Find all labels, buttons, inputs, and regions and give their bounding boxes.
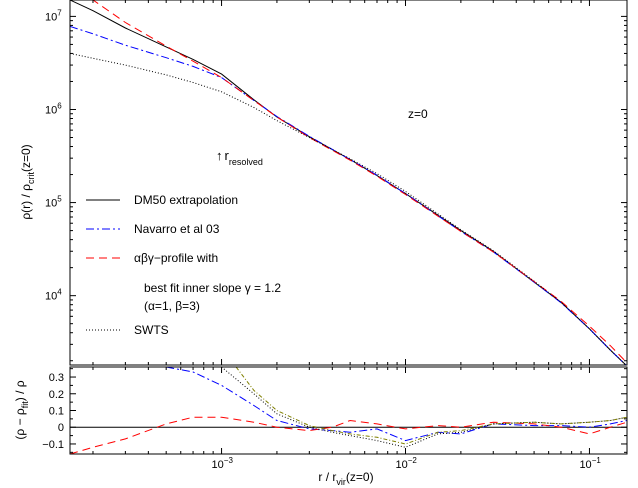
series-line [70,25,627,365]
series-line [70,416,627,454]
residual-y-ticks: 0.3 0.2 0.1 0 −0.1 [42,368,627,453]
x-axis-label: r / rvir(z=0) [318,470,373,487]
series-line [221,367,627,448]
legend-entry-abg: αβγ−profile with [86,251,218,265]
x-tick-label: 10−3 [212,456,234,471]
density-panel: 104 105 106 107 ρ(r) / ρcrit(z=0) z=0 ↑ rres… [19,0,628,366]
legend-label: αβγ−profile with [134,251,218,265]
x-tick-label: 10−1 [579,456,601,471]
x-tick-label: 10−2 [396,456,418,471]
y-tick-label: 105 [45,195,62,210]
redshift-label: z=0 [408,107,428,121]
residual-x-ticks: 10−3 10−2 10−1 [92,367,601,471]
y-tick-label: −0.1 [42,439,64,451]
y-tick-label: 0.3 [49,372,64,384]
residual-series-group [70,367,627,454]
y-tick-label: 0.2 [49,389,64,401]
density-plot-frame [69,0,628,366]
legend-label-continued: best fit inner slope γ = 1.2 [144,281,281,295]
density-y-ticks: 104 105 106 107 [45,8,627,362]
density-x-ticks [92,0,590,365]
legend-label: Navarro et al 03 [134,222,220,236]
density-y-axis-label: ρ(r) / ρcrit(z=0) [19,144,36,219]
legend: DM50 extrapolation Navarro et al 03 αβγ−… [86,193,281,337]
y-tick-label: 104 [45,288,62,303]
residual-panel: 0.3 0.2 0.1 0 −0.1 10−3 10−2 10−1 (ρ − ρfit) /… [13,366,628,487]
legend-entry-swts: SWTS [86,323,169,337]
up-arrow-icon: ↑ [216,148,223,163]
y-tick-label: 107 [45,8,62,23]
resolved-radius-annotation: ↑ rresolved [216,148,263,167]
series-line [166,367,627,442]
y-tick-label: 106 [45,101,62,116]
legend-label: SWTS [134,323,169,337]
legend-entry-dm50: DM50 extrapolation [86,193,238,207]
series-line [92,0,627,364]
residual-plot-frame [69,366,628,455]
legend-label-continued: (α=1, β=3) [144,299,200,313]
legend-label: DM50 extrapolation [134,193,238,207]
residual-y-axis-label: (ρ − ρfit) / ρ [13,380,30,439]
series-line [235,367,627,445]
y-tick-label: 0 [58,422,64,434]
legend-entry-navarro: Navarro et al 03 [86,222,220,236]
density-series-group [70,0,627,365]
series-line [70,52,627,365]
y-tick-label: 0.1 [49,406,64,418]
